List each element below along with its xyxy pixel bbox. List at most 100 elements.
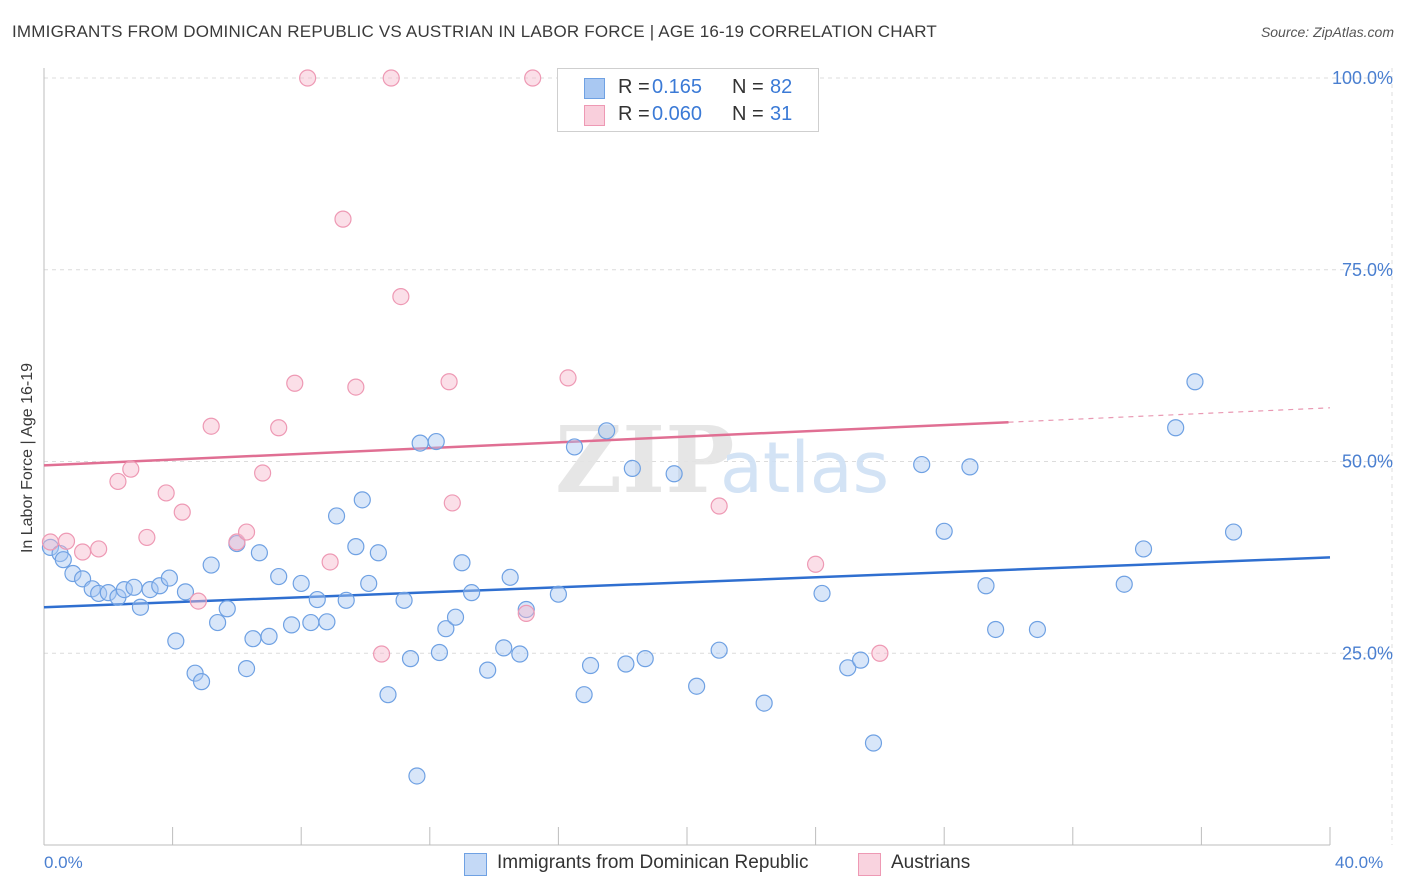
data-point-austrian — [202, 417, 220, 435]
data-point-dominican — [141, 580, 159, 599]
y-tick-label: 75.0% — [1342, 260, 1393, 280]
legend-r-label: R = — [618, 76, 650, 98]
data-point-austrian — [382, 69, 400, 87]
data-point-dominican — [318, 613, 336, 631]
data-point-dominican — [617, 655, 635, 673]
data-point-dominican — [360, 574, 378, 593]
data-point-dominican — [437, 620, 455, 638]
data-point-austrian — [443, 494, 461, 512]
data-point-austrian — [41, 533, 60, 551]
legend-swatch-pink — [584, 105, 605, 126]
data-point-austrian — [299, 69, 317, 87]
y-tick-labels: 25.0% 50.0% 75.0% 100.0% — [1332, 68, 1393, 663]
data-point-dominican — [337, 591, 355, 609]
trend-line-2 — [43, 420, 1009, 467]
data-point-dominican — [64, 564, 82, 583]
data-point-dominican — [302, 613, 320, 632]
data-point-austrian — [372, 645, 391, 663]
legend-swatch-blue — [584, 78, 605, 99]
chart-title: IMMIGRANTS FROM DOMINICAN REPUBLIC VS AU… — [12, 22, 938, 41]
data-point-dominican — [411, 434, 429, 452]
data-point-austrian — [189, 592, 207, 610]
data-point-dominican — [688, 677, 706, 695]
bottom-legend-swatch-pink — [858, 853, 881, 876]
data-point-dominican — [237, 659, 256, 678]
x-tick-label-max: 40.0% — [1335, 853, 1384, 872]
data-point-dominican — [636, 650, 654, 668]
data-point-dominican — [755, 694, 773, 712]
trend-line-extension-2 — [1008, 407, 1331, 423]
data-point-dominican — [41, 538, 60, 557]
data-point-austrian — [347, 378, 365, 396]
data-point-austrian — [286, 374, 304, 392]
data-point-dominican — [209, 613, 227, 632]
legend-r-label: R = — [618, 103, 650, 125]
data-point-austrian — [524, 69, 542, 87]
data-point-dominican — [379, 686, 397, 704]
data-point-dominican — [852, 651, 870, 669]
watermark: ZIP atlas — [555, 406, 889, 514]
data-point-dominican — [495, 639, 513, 657]
data-point-dominican — [202, 556, 220, 574]
data-point-austrian — [254, 464, 272, 482]
legend-n-label: N = — [732, 76, 764, 98]
data-point-dominican — [961, 458, 979, 476]
legend-r-value: 0.165 — [652, 76, 703, 98]
data-point-austrian — [90, 540, 108, 558]
data-point-dominican — [54, 551, 72, 569]
data-point-austrian — [73, 543, 92, 561]
trend-lines — [43, 407, 1331, 609]
data-point-dominican — [1134, 540, 1153, 558]
data-point-austrian — [237, 523, 256, 541]
legend-n-label: N = — [732, 103, 764, 125]
data-point-austrian — [871, 644, 889, 662]
data-point-austrian — [321, 553, 339, 571]
y-tick-label: 25.0% — [1342, 643, 1393, 663]
data-point-austrian — [157, 484, 175, 502]
data-point-dominican — [665, 465, 683, 483]
data-point-dominican — [347, 538, 365, 556]
data-point-dominican — [479, 661, 497, 679]
x-tick-label-min: 0.0% — [44, 853, 83, 872]
data-point-dominican — [292, 574, 310, 593]
bottom-legend-label: Austrians — [891, 852, 971, 873]
data-point-dominican — [192, 673, 211, 691]
bottom-legend-swatch-blue — [464, 853, 487, 876]
data-point-dominican — [446, 608, 465, 626]
stats-legend: R = 0.165 N = 82 R = 0.060 N = 31 — [557, 68, 819, 132]
data-point-dominican — [1115, 575, 1133, 593]
data-point-dominican — [565, 438, 584, 456]
data-point-dominican — [90, 584, 108, 603]
data-point-dominican — [308, 590, 326, 609]
data-point-dominican — [1167, 419, 1185, 437]
data-point-dominican — [710, 641, 728, 659]
data-point-austrian — [270, 419, 288, 437]
legend-n-value: 31 — [770, 103, 793, 125]
data-point-dominican — [549, 585, 568, 603]
data-point-dominican — [430, 643, 449, 662]
trend-line-1 — [43, 556, 1331, 609]
data-point-dominican — [408, 767, 426, 785]
data-point-dominican — [935, 522, 953, 540]
data-point-dominican — [462, 584, 481, 602]
data-point-dominican — [282, 616, 301, 634]
data-point-dominican — [160, 569, 178, 587]
data-point-dominican — [1186, 373, 1204, 391]
data-point-dominican — [395, 591, 413, 609]
data-point-dominican — [575, 686, 593, 704]
data-point-austrian — [109, 472, 127, 491]
data-point-austrian — [559, 369, 577, 387]
data-point-dominican — [517, 600, 535, 619]
axes — [43, 68, 1331, 846]
data-point-dominican — [401, 650, 420, 668]
data-point-dominican — [353, 491, 371, 509]
data-point-dominican — [623, 459, 641, 478]
data-point-dominican — [598, 422, 616, 440]
data-point-austrian — [138, 528, 156, 547]
data-point-dominican — [99, 584, 117, 602]
data-point-dominican — [369, 544, 387, 562]
watermark-zip: ZIP — [555, 406, 734, 514]
data-point-dominican — [131, 598, 150, 616]
legend-n-value: 82 — [770, 76, 793, 98]
data-point-dominican — [501, 568, 519, 586]
